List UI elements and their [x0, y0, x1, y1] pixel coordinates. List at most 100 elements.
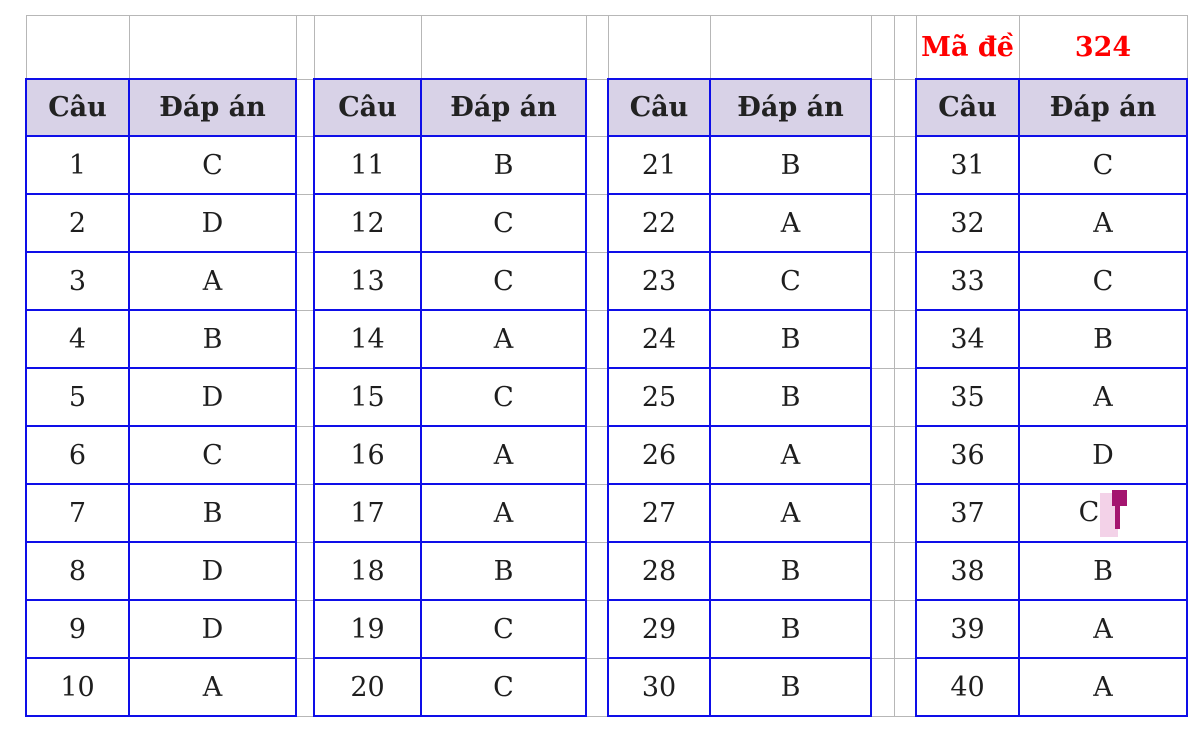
- cursor-flag: [1112, 489, 1128, 506]
- grid-cell-empty: [709, 15, 872, 80]
- answer-cell: A: [1018, 367, 1188, 427]
- grid-gap-cell: [893, 78, 917, 137]
- table-row: 7 B 17 A 27 A 37 C: [25, 483, 1188, 543]
- answer-key-table: Mã đề 324 Câu Đáp án Câu Đáp án Câu Đáp …: [25, 15, 1188, 717]
- question-cell: 19: [313, 599, 422, 659]
- header-row: Câu Đáp án Câu Đáp án Câu Đáp án Câu Đáp…: [25, 78, 1188, 137]
- answer-cell: B: [1018, 309, 1188, 369]
- grid-cell-empty: [295, 15, 315, 80]
- grid-gap-cell: [585, 599, 609, 659]
- answer-cell: A: [709, 483, 872, 543]
- answer-cell: C: [420, 599, 587, 659]
- question-cell: 5: [25, 367, 130, 427]
- answer-cell: D: [128, 541, 297, 601]
- question-cell: 35: [915, 367, 1020, 427]
- answer-cell: C: [420, 193, 587, 253]
- answer-cell: B: [709, 135, 872, 195]
- answer-cell: A: [420, 309, 587, 369]
- grid-gap-cell: [295, 425, 315, 485]
- table-row: 6 C 16 A 26 A 36 D: [25, 425, 1188, 485]
- table-row: 4 B 14 A 24 B 34 B: [25, 309, 1188, 369]
- question-header: Câu: [313, 78, 422, 137]
- answer-value: C: [1078, 496, 1100, 528]
- question-cell: 3: [25, 251, 130, 311]
- answer-cell: B: [420, 135, 587, 195]
- answer-cell: A: [709, 425, 872, 485]
- grid-gap-cell: [585, 251, 609, 311]
- grid-gap-cell: [585, 541, 609, 601]
- answer-cell: A: [1018, 193, 1188, 253]
- question-cell: 30: [607, 657, 711, 717]
- answer-header: Đáp án: [420, 78, 587, 137]
- grid-gap-cell: [870, 251, 895, 311]
- answer-cell: B: [1018, 541, 1188, 601]
- grid-gap-cell: [870, 193, 895, 253]
- question-cell: 37: [915, 483, 1020, 543]
- question-cell: 12: [313, 193, 422, 253]
- question-cell: 16: [313, 425, 422, 485]
- grid-gap-cell: [295, 657, 315, 717]
- answer-cell: C: [420, 657, 587, 717]
- grid-gap-cell: [870, 541, 895, 601]
- grid-cell-empty: [870, 15, 895, 80]
- answer-cell: B: [709, 309, 872, 369]
- grid-gap-cell: [295, 193, 315, 253]
- question-cell: 1: [25, 135, 130, 195]
- question-cell: 34: [915, 309, 1020, 369]
- question-cell: 38: [915, 541, 1020, 601]
- question-cell: 18: [313, 541, 422, 601]
- answer-cell: D: [128, 599, 297, 659]
- grid-gap-cell: [295, 78, 315, 137]
- table-row: 2 D 12 C 22 A 32 A: [25, 193, 1188, 253]
- grid-gap-cell: [870, 657, 895, 717]
- answer-cell: D: [1018, 425, 1188, 485]
- table-row: 3 A 13 C 23 C 33 C: [25, 251, 1188, 311]
- grid-gap-cell: [870, 599, 895, 659]
- grid-gap-cell: [585, 309, 609, 369]
- answer-cell: D: [128, 367, 297, 427]
- answer-cell: A: [128, 657, 297, 717]
- table-row: 1 C 11 B 21 B 31 C: [25, 135, 1188, 195]
- exam-code-value: 324: [1018, 15, 1188, 80]
- answer-header: Đáp án: [1018, 78, 1188, 137]
- question-cell: 20: [313, 657, 422, 717]
- grid-gap-cell: [893, 135, 917, 195]
- question-cell: 15: [313, 367, 422, 427]
- grid-cell-empty: [25, 15, 130, 80]
- grid-gap-cell: [870, 483, 895, 543]
- grid-cell-empty: [313, 15, 422, 80]
- grid-gap-cell: [295, 599, 315, 659]
- grid-gap-cell: [893, 657, 917, 717]
- question-cell: 31: [915, 135, 1020, 195]
- question-cell: 40: [915, 657, 1020, 717]
- table-row: 8 D 18 B 28 B 38 B: [25, 541, 1188, 601]
- grid-gap-cell: [893, 309, 917, 369]
- question-cell: 24: [607, 309, 711, 369]
- question-cell: 9: [25, 599, 130, 659]
- grid-gap-cell: [585, 193, 609, 253]
- question-cell: 8: [25, 541, 130, 601]
- grid-gap-cell: [295, 483, 315, 543]
- grid-gap-cell: [585, 425, 609, 485]
- answer-cell: A: [420, 425, 587, 485]
- grid-gap-cell: [585, 367, 609, 427]
- grid-gap-cell: [893, 483, 917, 543]
- answer-cell: B: [128, 483, 297, 543]
- table-row: 10 A 20 C 30 B 40 A: [25, 657, 1188, 717]
- exam-code-row: Mã đề 324: [25, 15, 1188, 80]
- question-cell: 10: [25, 657, 130, 717]
- question-cell: 25: [607, 367, 711, 427]
- answer-cell: A: [1018, 657, 1188, 717]
- answer-cell: B: [128, 309, 297, 369]
- grid-gap-cell: [893, 193, 917, 253]
- grid-gap-cell: [893, 541, 917, 601]
- grid-gap-cell: [585, 78, 609, 137]
- grid-gap-cell: [893, 425, 917, 485]
- question-cell: 17: [313, 483, 422, 543]
- question-cell: 13: [313, 251, 422, 311]
- answer-cell-with-cursor: C: [1018, 483, 1188, 543]
- answer-cell: A: [709, 193, 872, 253]
- grid-cell-empty: [893, 15, 917, 80]
- question-cell: 2: [25, 193, 130, 253]
- question-cell: 39: [915, 599, 1020, 659]
